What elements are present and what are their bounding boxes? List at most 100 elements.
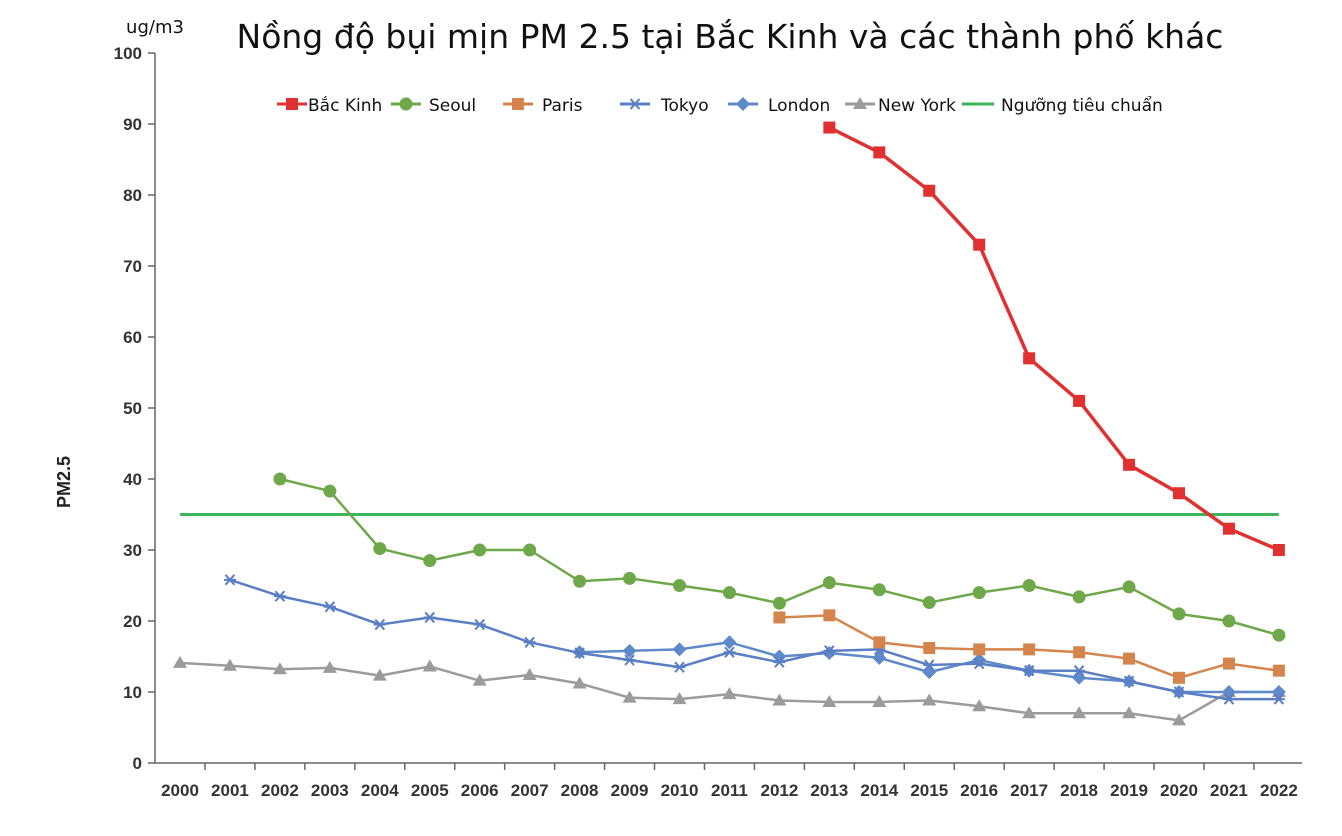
- legend-item: Seoul: [391, 96, 476, 116]
- y-tick-label: 80: [123, 186, 142, 205]
- x-tick-label: 2012: [760, 781, 798, 800]
- axes: 0 10 20 30 40 50 60 70 80 90 100 2000 2001 2002 2003 20…: [114, 44, 1302, 800]
- data-point: [1222, 657, 1235, 670]
- data-point: [1122, 580, 1136, 594]
- data-point: [1023, 643, 1036, 656]
- y-tick-label: 70: [123, 257, 142, 276]
- data-point: [823, 645, 836, 657]
- data-point: [623, 654, 636, 666]
- legend-label: Tokyo: [660, 96, 709, 116]
- data-point: [222, 658, 237, 671]
- legend: Bắc Kinh Seoul Paris Tokyo London New York Ngư…: [277, 95, 1163, 116]
- data-point: [1123, 675, 1136, 688]
- series-5: [173, 655, 1286, 726]
- chart-title: Nồng độ bụi mịn PM 2.5 tại Bắc Kinh và c…: [237, 17, 1224, 56]
- x-tick-label: 2008: [561, 781, 599, 800]
- data-point: [973, 657, 986, 670]
- legend-label: Ngưỡng tiêu chuẩn: [1001, 95, 1163, 116]
- data-point: [1073, 394, 1086, 407]
- data-point: [272, 662, 287, 675]
- data-point: [822, 645, 837, 660]
- x-tick-label: 2017: [1010, 781, 1048, 800]
- x-tick-label: 2014: [860, 781, 898, 800]
- x-tick-label: 2004: [361, 781, 399, 800]
- legend-swatch-marker: [512, 98, 524, 110]
- legend-label: Paris: [542, 96, 583, 116]
- series-layer: [173, 121, 1286, 726]
- data-point: [923, 641, 936, 654]
- data-point: [573, 574, 587, 588]
- data-point: [873, 146, 886, 159]
- data-point: [1073, 665, 1086, 677]
- x-tick-label: 2022: [1260, 781, 1298, 800]
- data-point: [723, 646, 736, 658]
- data-point: [1123, 458, 1136, 471]
- data-point: [523, 543, 537, 557]
- y-axis-label: PM2.5: [54, 456, 74, 508]
- data-point: [273, 590, 286, 602]
- data-point: [472, 673, 487, 686]
- data-point: [323, 601, 336, 613]
- data-point: [1222, 693, 1235, 705]
- data-point: [872, 694, 887, 707]
- legend-swatch-marker: [853, 97, 867, 109]
- x-tick-label: 2011: [711, 781, 748, 800]
- data-point: [1022, 579, 1036, 592]
- data-point: [323, 484, 337, 498]
- data-point: [773, 656, 786, 668]
- x-tick-label: 2018: [1060, 781, 1098, 800]
- data-point: [473, 618, 486, 631]
- data-point: [772, 596, 786, 610]
- data-point: [373, 542, 387, 556]
- data-point: [1272, 693, 1285, 705]
- data-point: [473, 543, 487, 557]
- data-point: [822, 576, 836, 590]
- data-point: [1172, 713, 1186, 726]
- data-point: [372, 668, 387, 681]
- data-point: [622, 643, 637, 658]
- data-point: [823, 121, 836, 134]
- data-point: [1272, 664, 1285, 677]
- y-unit-label: ug/m3: [126, 17, 184, 38]
- y-tick-label: 10: [123, 683, 142, 702]
- legend-item: Tokyo: [620, 96, 709, 116]
- data-point: [923, 659, 936, 671]
- legend-swatch-marker: [629, 98, 641, 110]
- legend-item: London: [728, 96, 830, 116]
- data-point: [1222, 614, 1236, 628]
- data-point: [672, 692, 687, 705]
- series-line: [229, 578, 1279, 701]
- data-point: [1272, 628, 1286, 642]
- legend-swatch-marker: [736, 97, 750, 111]
- x-tick-label: 2021: [1210, 781, 1248, 800]
- x-tick-label: 2003: [311, 781, 349, 800]
- data-point: [773, 611, 786, 624]
- data-point: [423, 554, 437, 568]
- data-point: [322, 660, 337, 673]
- y-tick-label: 0: [133, 754, 142, 773]
- x-tick-label: 2009: [611, 781, 649, 800]
- legend-swatch-marker: [286, 98, 298, 110]
- legend-item: Ngưỡng tiêu chuẩn: [962, 95, 1163, 116]
- data-point: [822, 694, 837, 707]
- legend-label: Bắc Kinh: [308, 95, 382, 116]
- data-point: [573, 647, 586, 659]
- x-tick-label: 2002: [261, 781, 299, 800]
- x-tick-label: 2005: [411, 781, 449, 800]
- legend-item: New York: [845, 96, 956, 116]
- y-tick-label: 50: [123, 399, 142, 418]
- data-point: [1272, 544, 1285, 556]
- data-point: [922, 665, 937, 680]
- data-point: [872, 583, 886, 597]
- series-line: [828, 125, 1280, 552]
- data-point: [922, 596, 936, 610]
- legend-item: Bắc Kinh: [277, 95, 382, 116]
- data-point: [722, 586, 736, 600]
- legend-label: Seoul: [429, 96, 476, 116]
- data-point: [922, 693, 937, 706]
- data-point: [823, 609, 836, 622]
- data-point: [772, 693, 787, 706]
- data-point: [722, 635, 737, 650]
- data-point: [973, 238, 986, 251]
- x-tick-label: 2013: [810, 781, 848, 800]
